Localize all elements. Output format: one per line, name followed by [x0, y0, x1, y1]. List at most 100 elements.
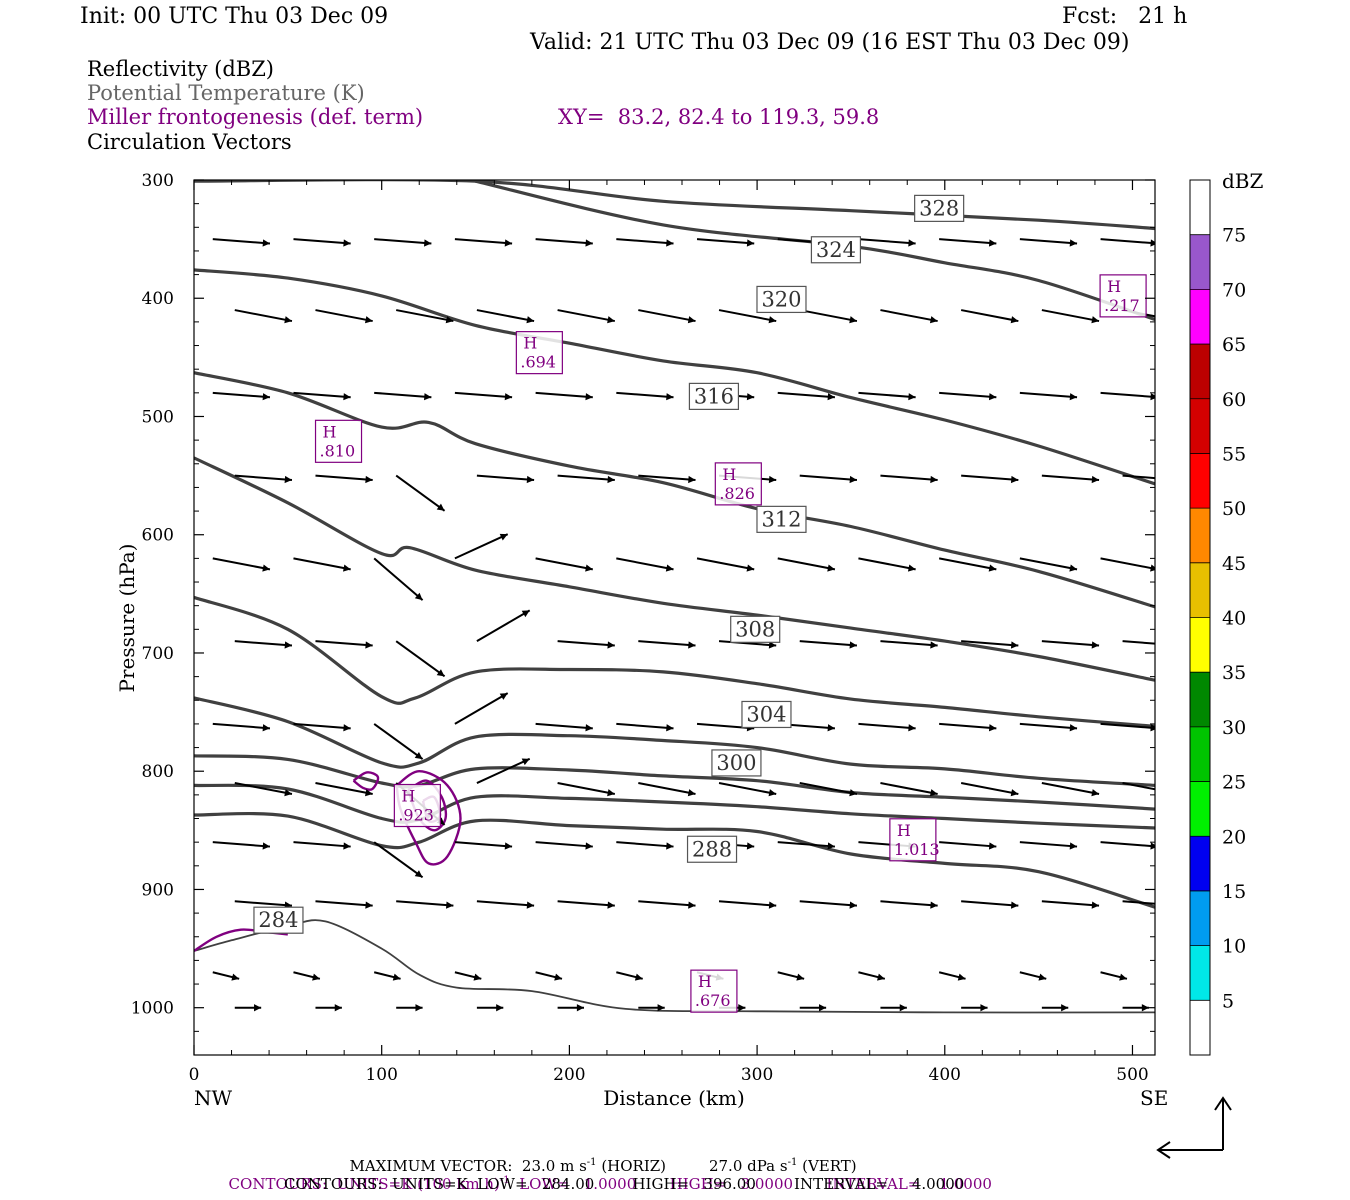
circulation-vector [938, 557, 997, 571]
colorbar-segment [1190, 453, 1210, 509]
vector-arrowhead [364, 316, 373, 324]
vector-arrowhead [607, 789, 615, 797]
vector-arrowhead [929, 316, 938, 324]
vector-arrowhead [1069, 724, 1078, 732]
max-vector-horiz-unit: (HORIZ) [601, 1157, 667, 1175]
vector-arrowhead [1091, 789, 1100, 797]
fronto-max-h: H [1107, 277, 1121, 296]
fronto-max-h: H [401, 787, 415, 806]
colorbar-segment [1190, 781, 1210, 837]
vector-arrowhead [930, 901, 938, 909]
vector-arrowhead [424, 393, 432, 401]
colorbar-segment [1190, 1000, 1210, 1055]
vector-arrowhead [908, 239, 916, 247]
colorbar-segment [1190, 836, 1210, 891]
vector-arrowhead [1150, 564, 1155, 572]
circulation-vector [718, 900, 777, 907]
fronto-max-value: .826 [719, 484, 755, 503]
colorbar-segment [1190, 344, 1210, 399]
circulation-vector [616, 238, 674, 245]
colorbar-label: 40 [1222, 608, 1246, 630]
circulation-vector [1019, 722, 1078, 730]
colorbar-label: 10 [1222, 936, 1246, 958]
circulation-vector [476, 474, 535, 482]
vector-arrowhead [526, 316, 535, 324]
circulation-vector [1100, 391, 1155, 399]
colorbar-label: 50 [1222, 498, 1246, 520]
circulation-vector [396, 900, 454, 907]
fronto-max-h: H [323, 422, 337, 441]
colorbar-segment [1190, 562, 1210, 618]
vector-arrowhead [446, 901, 454, 909]
vector-arrowhead [738, 1004, 746, 1012]
vector-arrowhead [768, 901, 777, 909]
vector-arrowhead [666, 239, 674, 247]
theta-label-box [730, 615, 781, 643]
fronto-max-value: .217 [1104, 296, 1140, 315]
vector-arrowhead [665, 564, 674, 572]
vector-arrowhead [657, 1004, 665, 1012]
circulation-vector [535, 238, 593, 245]
vector-arrowhead [1010, 789, 1019, 797]
theta-label: 324 [816, 238, 856, 262]
y-tick-label: 800 [142, 762, 174, 782]
vector-arrowhead [849, 789, 857, 797]
vector-arrowhead [768, 641, 777, 649]
circulation-vector [212, 238, 271, 245]
circulation-vector [454, 533, 509, 560]
circulation-vector [293, 557, 351, 571]
vector-arrowhead [849, 316, 857, 324]
vector-arrowhead [1061, 1004, 1069, 1012]
theta-label-box [914, 194, 965, 222]
vector-arrowhead [980, 1004, 988, 1012]
circulation-vector [373, 723, 424, 760]
theta-label: 312 [761, 507, 801, 531]
circulation-vector [234, 640, 293, 647]
x-tick-label: 300 [741, 1065, 773, 1085]
vector-arrowhead [364, 789, 373, 797]
colorbar-label: 20 [1222, 826, 1246, 848]
theta-label: 288 [692, 837, 732, 861]
colorbar-label: 55 [1222, 443, 1246, 465]
theta-contour [194, 371, 1155, 609]
circulation-vector [638, 309, 696, 323]
vector-arrowhead [687, 789, 696, 797]
vector-arrowhead [262, 393, 270, 401]
vector-arrowhead [1150, 393, 1155, 401]
vector-arrowhead [284, 789, 292, 797]
y-tick-label: 400 [142, 289, 174, 309]
circulation-vector [476, 900, 535, 907]
circulation-vector [234, 900, 293, 907]
vector-arrowhead [687, 316, 696, 324]
vector-arrowhead [262, 842, 270, 850]
vector-arrowhead [819, 1004, 827, 1012]
vector-arrowhead [988, 564, 997, 572]
theta-contour [475, 180, 1155, 322]
circulation-vector [880, 309, 938, 323]
circulation-vector [454, 391, 513, 399]
circulation-vector [1100, 557, 1155, 570]
vector-arrowhead [576, 1004, 585, 1012]
circulation-vector [454, 238, 513, 245]
colorbar-segment [1190, 672, 1210, 727]
vector-arrowhead [1010, 641, 1019, 649]
circulation-vector [476, 757, 531, 784]
vector-arrowhead [899, 1004, 907, 1012]
exp-2: -1 [787, 1157, 798, 1168]
colorbar-segment [1190, 945, 1210, 1001]
vector-arrowhead [1172, 789, 1180, 796]
vector-arrowhead [424, 239, 432, 247]
circulation-vector [799, 640, 858, 647]
vector-arrowhead [768, 316, 777, 324]
circulation-vector [1041, 640, 1100, 647]
max-vector-horiz: MAXIMUM VECTOR: 23.0 m s [349, 1157, 587, 1175]
y-tick-label: 500 [142, 407, 174, 427]
circulation-vector [961, 900, 1019, 907]
colorbar-segment [1190, 180, 1210, 235]
fronto-max-h: H [722, 465, 736, 484]
vector-arrowhead [585, 564, 593, 572]
circulation-vector [1041, 474, 1100, 482]
circulation-vector [718, 782, 777, 796]
colorbar-label: 5 [1222, 990, 1234, 1012]
circulation-vector [1019, 391, 1078, 399]
